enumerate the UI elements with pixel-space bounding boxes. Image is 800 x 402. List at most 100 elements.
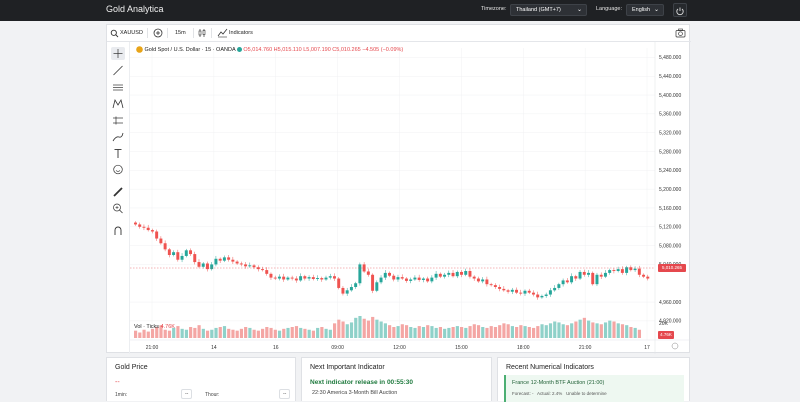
indicator-details: Forecast: - Actual: 2.4% Unable to deter… xyxy=(512,391,607,396)
candle-body xyxy=(134,222,137,225)
volume-bar xyxy=(476,325,481,338)
candle-style-icon[interactable] xyxy=(197,28,207,38)
candle-body xyxy=(519,292,523,294)
volume-bar xyxy=(324,328,328,338)
crosshair-tool[interactable] xyxy=(111,47,125,60)
candle-body xyxy=(379,277,383,283)
candle-body xyxy=(210,264,214,270)
market-status-icon xyxy=(236,47,242,52)
y-tick-label: 5,400.000 xyxy=(659,93,681,99)
language-select[interactable]: English ⌄ xyxy=(626,4,664,16)
interval-button[interactable]: 15m xyxy=(175,30,186,36)
volume-bar xyxy=(612,321,616,338)
add-symbol-icon[interactable] xyxy=(153,28,163,38)
pattern-tool[interactable] xyxy=(111,97,125,110)
volume-bar xyxy=(189,327,193,338)
timezone-label: Timezone: xyxy=(481,6,507,12)
ruler-tool[interactable] xyxy=(111,185,125,198)
volume-bar xyxy=(307,329,311,338)
candle-body xyxy=(307,277,311,279)
candle-body xyxy=(646,276,650,279)
candle-body xyxy=(599,274,603,277)
volume-bar xyxy=(375,319,379,338)
ohlc-values: O5,014.760 H5,015.110 L5,007.190 C5,010.… xyxy=(243,46,404,53)
volume-bar xyxy=(519,325,523,338)
search-icon[interactable] xyxy=(110,29,119,38)
volume-bar xyxy=(620,324,625,338)
candle-body xyxy=(371,274,375,291)
candle-body xyxy=(553,287,557,291)
volume-bar xyxy=(587,320,591,338)
symbol-name: Gold Spot / U.S. Dollar · 15 · OANDA xyxy=(144,46,236,53)
emoji-tool[interactable] xyxy=(111,163,125,176)
x-tick-label: 09:00 xyxy=(331,345,344,351)
power-icon xyxy=(676,7,684,16)
volume-bar xyxy=(261,328,265,338)
candle-body xyxy=(197,262,201,267)
candle-body xyxy=(349,287,353,291)
y-tick-label: 5,120.000 xyxy=(659,225,681,231)
x-tick-label: 21:00 xyxy=(579,345,592,351)
volume-bar xyxy=(332,323,337,338)
candle-body xyxy=(587,272,590,275)
volume-bars xyxy=(134,316,642,338)
candle-body xyxy=(468,271,472,277)
volume-bar xyxy=(506,324,510,338)
text-tool[interactable] xyxy=(111,147,125,160)
candle-body xyxy=(510,289,514,292)
fib-icon xyxy=(113,84,123,91)
camera-icon[interactable] xyxy=(675,28,686,38)
zoom-tool[interactable] xyxy=(111,202,125,215)
candle-body xyxy=(404,278,408,281)
trendline-tool[interactable] xyxy=(111,64,125,77)
timezone-select[interactable]: Thailand (GMT+7) ⌄ xyxy=(510,4,587,16)
prediction-icon xyxy=(113,116,123,125)
candle-body xyxy=(620,269,624,273)
drawing-toolbar xyxy=(107,42,130,354)
volume-bar xyxy=(244,327,248,338)
text-icon xyxy=(114,149,122,158)
toolbar-divider xyxy=(211,28,212,38)
symbol-search[interactable]: XAUUSD xyxy=(120,30,143,36)
candle-body xyxy=(239,263,243,265)
y-tick-label: 5,200.000 xyxy=(659,187,681,193)
indicator-card[interactable]: France 12-Month BTF Auction (21:00) Fore… xyxy=(504,375,684,402)
x-tick-label: 18:00 xyxy=(517,345,530,351)
indicators-button[interactable]: Indicators xyxy=(229,30,253,36)
volume-bar xyxy=(277,330,282,338)
panel-title: Next Important Indicator xyxy=(310,364,385,371)
volume-bar xyxy=(430,326,434,338)
volume-bar xyxy=(222,326,227,338)
volume-last-tag: 4.76K xyxy=(658,331,674,339)
candle-body xyxy=(193,254,197,263)
candle-body xyxy=(273,277,277,279)
candle-body xyxy=(502,288,506,291)
candle-body xyxy=(578,271,582,279)
countdown-text: Next indicator release in 00:55:30 xyxy=(310,379,413,386)
y-tick-label: 5,240.000 xyxy=(659,168,681,174)
candle-body xyxy=(392,275,396,280)
volume-bar xyxy=(578,319,582,338)
volume-bar xyxy=(282,328,286,338)
volume-bar xyxy=(493,327,498,338)
volume-bar xyxy=(413,327,417,338)
magnet-tool[interactable] xyxy=(111,224,125,237)
candle-body xyxy=(409,279,413,281)
candle-body xyxy=(286,277,290,280)
logout-button[interactable] xyxy=(673,3,687,17)
candle-body xyxy=(189,250,193,255)
fib-tool[interactable] xyxy=(111,81,125,94)
candle-body xyxy=(544,294,548,296)
volume-bar xyxy=(625,325,629,338)
indicators-icon[interactable] xyxy=(217,28,228,38)
candle-body xyxy=(531,292,535,295)
brush-tool[interactable] xyxy=(111,130,125,143)
candle-body xyxy=(172,252,176,256)
candle-body xyxy=(205,263,209,270)
prediction-tool[interactable] xyxy=(111,114,125,127)
chart-settings-icon[interactable] xyxy=(671,342,679,350)
price-chart[interactable]: 5,480.000 5,440.000 5,400.000 5,360.000 5,32… xyxy=(130,42,691,354)
candle-body xyxy=(506,290,510,292)
volume-bar xyxy=(616,323,620,338)
volume-bar xyxy=(349,322,354,338)
